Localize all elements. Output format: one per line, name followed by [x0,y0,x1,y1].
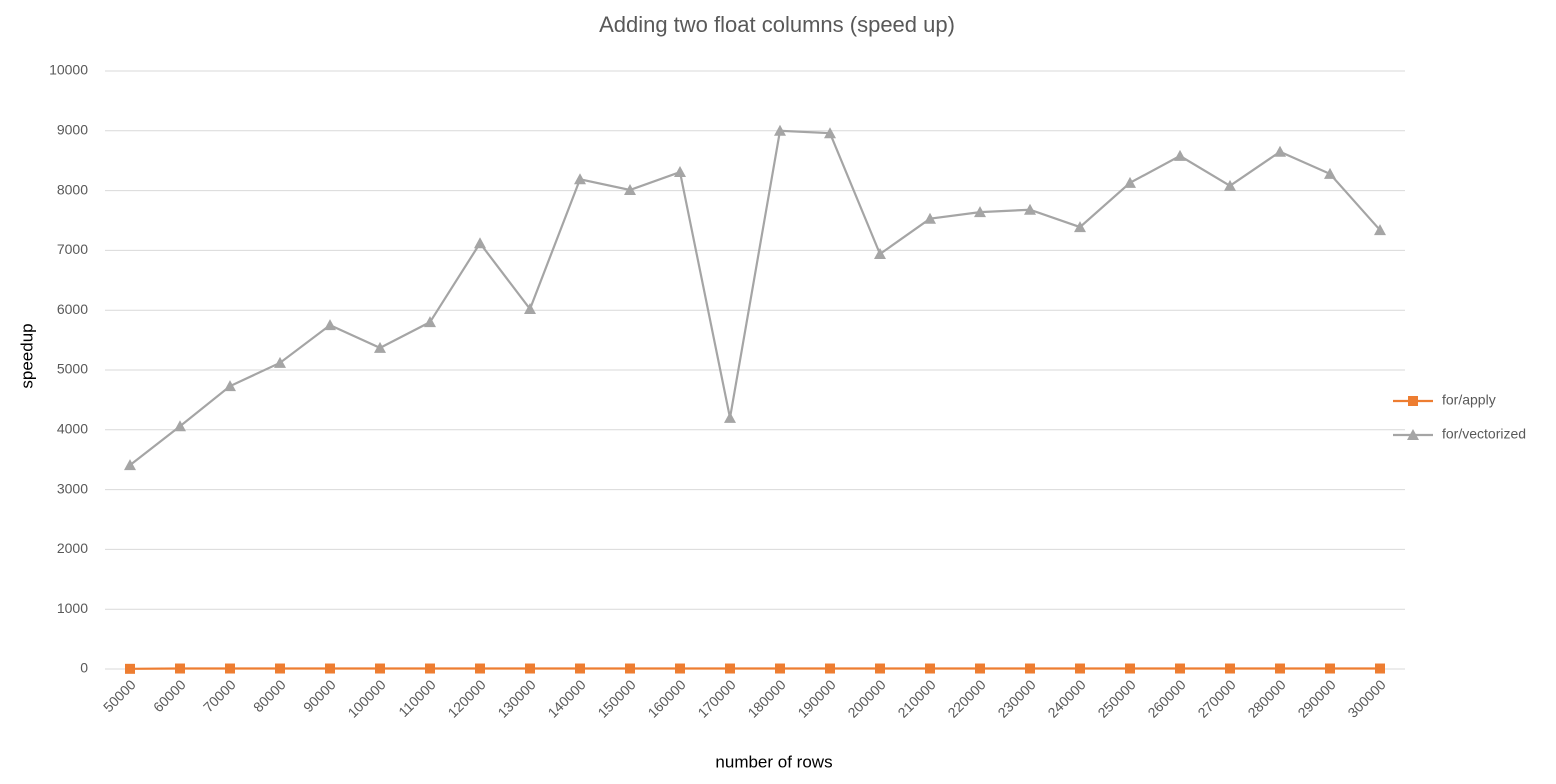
data-point [675,663,685,674]
y-tick-label: 10000 [49,62,88,78]
x-tick-label: 100000 [344,676,388,720]
data-point [125,663,135,674]
data-point [1024,203,1036,215]
data-point [524,303,536,315]
data-point [774,124,786,136]
x-tick-label: 60000 [150,676,189,715]
data-point [225,663,235,674]
data-point [624,184,636,196]
data-point [124,459,136,471]
x-tick-label: 190000 [794,676,838,720]
x-tick-label: 80000 [250,676,289,715]
data-point [1224,179,1236,191]
y-tick-label: 1000 [57,600,88,616]
data-point [924,212,936,224]
y-tick-label: 9000 [57,122,88,138]
y-tick-label: 3000 [57,480,88,496]
data-point [1175,663,1185,674]
data-point [575,663,585,674]
data-point [1074,221,1086,233]
data-point [975,663,985,674]
x-tick-label: 250000 [1094,676,1138,720]
data-point [275,663,285,674]
x-tick-label: 90000 [300,676,339,715]
data-point [1324,167,1336,179]
x-tick-label: 110000 [395,676,439,720]
y-tick-label: 8000 [57,181,88,197]
data-point [674,166,686,178]
x-tick-label: 200000 [844,676,888,720]
series-line [129,129,1381,466]
data-point [1125,663,1135,674]
x-tick-label: 240000 [1044,676,1088,720]
x-tick-label: 170000 [694,676,738,720]
x-tick-label: 220000 [944,676,988,720]
data-point [724,411,736,423]
y-tick-label: 2000 [57,540,88,556]
x-tick-label: 180000 [744,676,788,720]
data-point [424,316,436,328]
data-point [875,663,885,674]
data-point [1174,149,1186,161]
data-point [1374,224,1386,236]
data-point [425,663,435,674]
legend-label: for/apply [1442,392,1496,408]
data-point [325,663,335,674]
x-tick-label: 280000 [1244,676,1288,720]
data-point [925,663,935,674]
data-point [475,663,485,674]
x-tick-label: 210000 [894,676,938,720]
chart-title: Adding two float columns (speed up) [599,12,955,37]
x-tick-label: 290000 [1294,676,1338,720]
data-point [374,341,386,353]
data-point [824,127,836,139]
x-tick-label: 120000 [444,676,488,720]
x-tick-label: 150000 [594,676,638,720]
x-tick-label: 260000 [1144,676,1188,720]
data-point [874,247,886,259]
legend-marker [1408,396,1418,406]
x-tick-label: 140000 [544,676,588,720]
data-point [175,663,185,674]
data-point [224,380,236,392]
data-point [274,356,286,368]
data-point [1325,663,1335,674]
data-point [825,663,835,674]
data-point [1274,145,1286,157]
x-tick-label: 230000 [994,676,1038,720]
data-point [625,663,635,674]
data-point [1225,663,1235,674]
y-tick-label: 6000 [57,301,88,317]
y-tick-label: 7000 [57,241,88,257]
y-tick-label: 0 [80,660,88,676]
x-tick-label: 270000 [1194,676,1238,720]
x-tick-label: 130000 [494,676,538,720]
data-point [474,237,486,249]
y-tick-label: 5000 [57,361,88,377]
data-point [1075,663,1085,674]
data-point [974,206,986,218]
data-point [1025,663,1035,674]
x-tick-label: 70000 [200,676,239,715]
data-point [775,663,785,674]
data-point [1124,176,1136,188]
data-point [1375,663,1385,674]
data-point [574,173,586,185]
data-point [375,663,385,674]
x-tick-label: 160000 [644,676,688,720]
data-point [174,420,186,432]
y-tick-label: 4000 [57,421,88,437]
data-point [725,663,735,674]
legend-marker [1407,429,1419,440]
legend-label: for/vectorized [1442,426,1526,442]
data-point [1275,663,1285,674]
x-tick-label: 300000 [1344,676,1388,720]
data-point [324,319,336,331]
data-point [525,663,535,674]
x-tick-label: 50000 [100,676,139,715]
x-axis-label: number of rows [715,752,832,771]
y-axis-label: speedup [17,323,36,388]
